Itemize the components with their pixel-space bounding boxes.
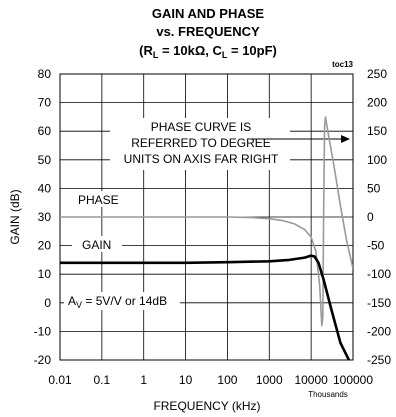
y2-tick-label: -250 bbox=[367, 353, 391, 367]
phase-label: PHASE bbox=[78, 193, 119, 207]
y-tick-label: 10 bbox=[38, 267, 52, 281]
y2-tick-label: -100 bbox=[367, 267, 391, 281]
y-tick-label: 60 bbox=[38, 124, 52, 138]
note-line-1: PHASE CURVE IS bbox=[151, 120, 251, 134]
y2-axis-ticks: -250 -200 -150 -100 -50 0 50 100 150 200 250 bbox=[367, 67, 391, 367]
av-label: AV = 5V/V or 14dB bbox=[68, 294, 167, 310]
av-label-background bbox=[64, 292, 180, 310]
y2-tick-label: 50 bbox=[367, 181, 381, 195]
y2-tick-label: -200 bbox=[367, 324, 391, 338]
y-tick-label: 0 bbox=[44, 296, 51, 310]
y2-tick-label: 250 bbox=[367, 67, 387, 81]
x-tick-label: 1000 bbox=[256, 373, 283, 387]
x-ticks-note: Thousands bbox=[308, 390, 348, 399]
y-tick-label: 30 bbox=[38, 210, 52, 224]
y-tick-label: 50 bbox=[38, 153, 52, 167]
y-tick-label: -20 bbox=[34, 353, 52, 367]
gain-line bbox=[60, 254, 351, 360]
x-tick-label: 1 bbox=[140, 373, 147, 387]
y-tick-label: 20 bbox=[38, 239, 52, 253]
y2-tick-label: 100 bbox=[367, 153, 387, 167]
note-line-3: UNITS ON AXIS FAR RIGHT bbox=[124, 152, 279, 166]
note-line-2: REFERRED TO DEGREE bbox=[131, 136, 271, 150]
phase-label-background bbox=[72, 191, 132, 207]
y2-tick-label: 0 bbox=[367, 210, 374, 224]
x-tick-label: 0.01 bbox=[48, 373, 72, 387]
y2-tick-label: 150 bbox=[367, 124, 387, 138]
chart-title-line-3: (RL = 10kΩ, CL = 10pF) bbox=[139, 43, 277, 60]
chart-title-line-1: GAIN AND PHASE bbox=[152, 6, 265, 21]
y-tick-label: 70 bbox=[38, 96, 52, 110]
chart-title-line-2: vs. FREQUENCY bbox=[156, 24, 260, 39]
note-background bbox=[110, 118, 290, 170]
x-tick-label: 0.1 bbox=[94, 373, 111, 387]
gain-label-background bbox=[72, 236, 122, 252]
data-series bbox=[60, 116, 353, 360]
y2-tick-label: 200 bbox=[367, 96, 387, 110]
y-axis-ticks: -20 -10 0 10 20 30 40 50 60 70 80 bbox=[34, 67, 52, 367]
x-axis-ticks: 0.01 0.1 1 10 100 1000 10000 100000 bbox=[48, 373, 373, 387]
x-axis-label: FREQUENCY (kHz) bbox=[153, 399, 260, 413]
y-tick-label: -10 bbox=[34, 324, 52, 338]
chart-id: toc13 bbox=[332, 60, 353, 69]
y-tick-label: 80 bbox=[38, 67, 52, 81]
gain-label: GAIN bbox=[82, 238, 111, 252]
y-tick-label: 40 bbox=[38, 181, 52, 195]
x-tick-label: 100000 bbox=[333, 373, 373, 387]
phase-line bbox=[60, 116, 353, 327]
note-arrow-head bbox=[341, 135, 350, 143]
y-axis-label: GAIN (dB) bbox=[8, 189, 22, 244]
y2-tick-label: -150 bbox=[367, 296, 391, 310]
x-tick-label: 100 bbox=[217, 373, 237, 387]
y2-tick-label: -50 bbox=[367, 239, 385, 253]
x-tick-label: 10000 bbox=[294, 373, 328, 387]
x-tick-label: 10 bbox=[179, 373, 193, 387]
